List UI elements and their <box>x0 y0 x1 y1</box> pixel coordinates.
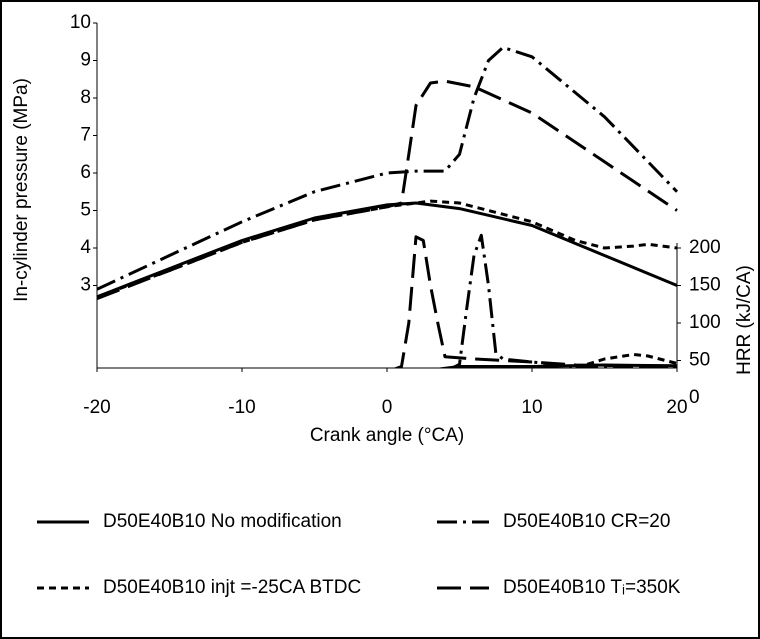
y-axis-label: In-cylinder pressure (MPa) <box>11 78 32 302</box>
pressure-line <box>97 45 678 291</box>
y-tick-label: 7 <box>80 125 91 146</box>
y2-tick-label: 100 <box>689 312 721 333</box>
curves <box>97 45 678 368</box>
hrr-line <box>449 233 678 368</box>
y-tick-label: 8 <box>80 87 91 108</box>
x-tick-label: -10 <box>228 397 255 418</box>
y2-tick-label: 50 <box>689 350 710 371</box>
legend-label: D50E40B10 CR=20 <box>503 511 670 532</box>
pressure-line <box>97 199 678 299</box>
legend-label: D50E40B10 No modification <box>103 511 342 532</box>
y-tick-label: 3 <box>80 275 91 296</box>
x-tick-label: 10 <box>521 397 542 418</box>
y2-tick-label: 200 <box>689 237 721 258</box>
y-tick-label: 5 <box>80 200 91 221</box>
y-tick-label: 6 <box>80 162 91 183</box>
hrr-line <box>569 353 678 368</box>
legend-label: D50E40B10 Tᵢ=350K <box>503 577 681 598</box>
x-tick-label: 20 <box>666 397 687 418</box>
pressure-line <box>97 79 678 300</box>
x-tick-label: 0 <box>382 397 393 418</box>
x-tick-label: -20 <box>83 397 110 418</box>
legend-label: D50E40B10 injt =-25CA BTDC <box>103 577 361 598</box>
y-tick-label: 4 <box>80 237 91 258</box>
y-tick-label: 9 <box>80 50 91 71</box>
y2-tick-label: 150 <box>689 275 721 296</box>
x-axis-label: Crank angle (°CA) <box>310 425 464 446</box>
y2-tick-label: 0 <box>689 387 700 408</box>
hrr-line <box>393 235 678 368</box>
y2-axis-label: HRR (kJ/CA) <box>734 265 755 375</box>
y-tick-label: 10 <box>70 12 91 33</box>
